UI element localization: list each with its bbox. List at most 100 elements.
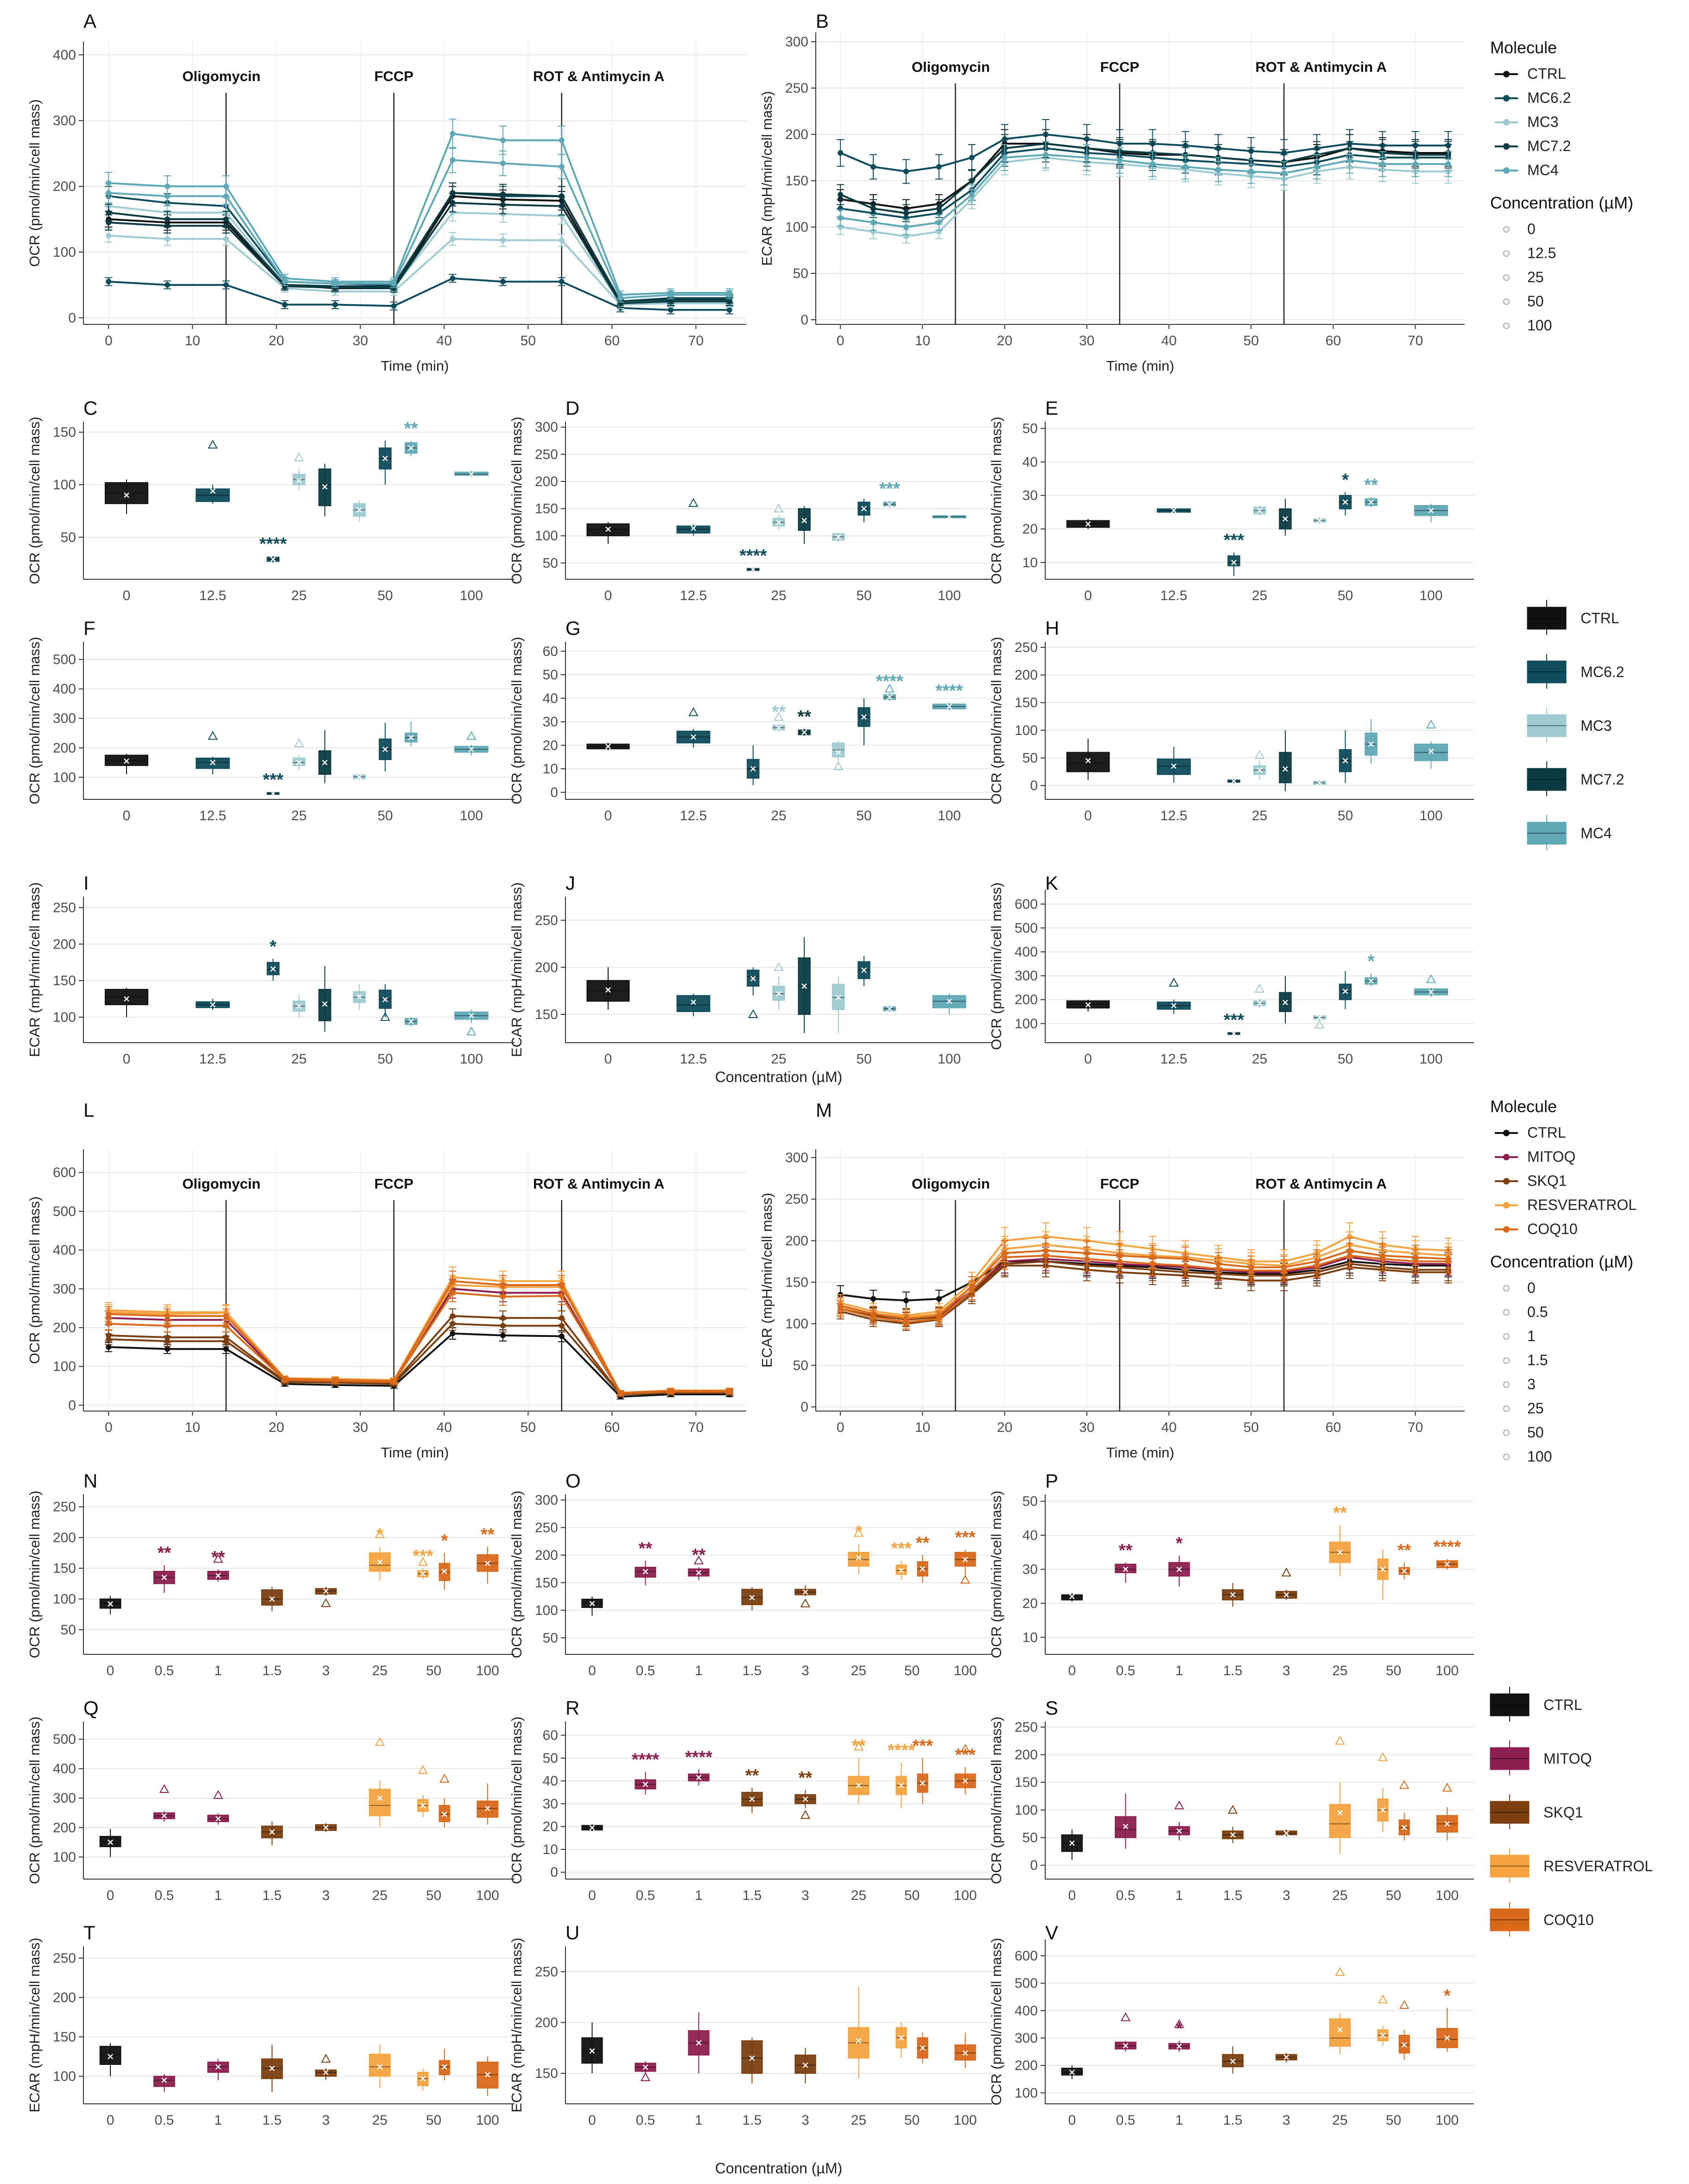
data-point bbox=[726, 292, 732, 298]
x-tick-label: 20 bbox=[997, 1420, 1012, 1435]
mean-marker bbox=[749, 2055, 755, 2061]
outlier-point bbox=[693, 1555, 704, 1564]
box-mitoq bbox=[1168, 1562, 1190, 1577]
x-tick-label: 50 bbox=[377, 1051, 393, 1067]
outlier-point bbox=[375, 1529, 385, 1538]
outlier-point bbox=[884, 684, 895, 693]
y-axis-label: OCR (pmol/min/cell mass) bbox=[988, 1938, 1004, 2106]
mean-marker bbox=[835, 534, 841, 540]
mean-marker bbox=[408, 445, 414, 451]
x-tick-label: 0 bbox=[1084, 808, 1092, 823]
significance-label: *** bbox=[879, 479, 900, 499]
outlier-point bbox=[1254, 983, 1265, 993]
x-tick-label: 0 bbox=[1084, 1051, 1092, 1067]
y-axis-label: OCR (pmol/min/cell mass) bbox=[988, 637, 1004, 804]
outlier-point bbox=[418, 1557, 428, 1566]
significance-label: *** bbox=[1224, 1010, 1245, 1030]
data-point bbox=[969, 178, 975, 184]
y-tick-label: 200 bbox=[53, 1320, 76, 1336]
data-point bbox=[500, 137, 506, 143]
box-mc6.2 bbox=[1227, 555, 1240, 567]
legend-item: 100 bbox=[1527, 1448, 1552, 1465]
significance-label: **** bbox=[632, 1750, 659, 1769]
x-tick-label: 50 bbox=[856, 808, 871, 823]
x-tick-label: 30 bbox=[1079, 333, 1094, 348]
x-tick-label: 0.5 bbox=[155, 2113, 174, 2128]
legend-title: Molecule bbox=[1490, 1097, 1557, 1116]
data-point bbox=[223, 236, 229, 242]
panel-F: 100 200 300 400 500 OCR (pmol/min/cell mass) 0… bbox=[26, 637, 514, 823]
mean-marker bbox=[887, 694, 893, 700]
mean-marker bbox=[1401, 1568, 1407, 1574]
data-point bbox=[1084, 155, 1090, 160]
data-point bbox=[450, 209, 456, 215]
panel-label-u: U bbox=[565, 1922, 579, 1943]
panel-I: 100 150 200 250 ECAR (mpH/min/cell mass) 0 12.… bbox=[26, 882, 514, 1067]
outlier-point bbox=[213, 1790, 223, 1799]
mean-marker bbox=[962, 1778, 968, 1784]
significance-label: *** bbox=[263, 770, 284, 790]
legend-top: Molecule CTRL MC6.2 MC3 MC7.2 MC4 Concentratio… bbox=[1490, 38, 1633, 334]
outlier-point bbox=[774, 962, 784, 971]
y-tick-label: 30 bbox=[1022, 1562, 1038, 1577]
data-point bbox=[332, 281, 338, 287]
mean-marker bbox=[1123, 1823, 1129, 1829]
outlier-point bbox=[1174, 1800, 1184, 1810]
outlier-point bbox=[321, 2054, 331, 2063]
box-resveratrol bbox=[848, 1551, 870, 1567]
outlier-point bbox=[853, 1528, 864, 1537]
y-tick-label: 150 bbox=[785, 173, 808, 189]
legend-dot bbox=[1503, 167, 1510, 174]
x-tick-label: 100 bbox=[460, 588, 483, 603]
x-tick-label: 50 bbox=[904, 1663, 920, 1678]
mean-marker bbox=[382, 997, 388, 1002]
data-point bbox=[1412, 161, 1418, 167]
y-tick-label: 100 bbox=[53, 2069, 76, 2084]
box-mc6.2 bbox=[196, 488, 230, 502]
mean-marker bbox=[861, 967, 867, 973]
y-tick-label: 200 bbox=[1015, 1747, 1038, 1763]
mean-marker bbox=[589, 2048, 595, 2054]
x-tick-label: 50 bbox=[1386, 1663, 1401, 1678]
data-point bbox=[559, 193, 565, 199]
y-tick-label: 40 bbox=[1022, 455, 1038, 470]
data-point bbox=[1117, 1259, 1123, 1265]
outlier-point bbox=[1378, 1994, 1388, 2004]
data-point bbox=[165, 1323, 171, 1329]
panel-label-i: I bbox=[83, 872, 89, 894]
legend-title: Molecule bbox=[1490, 38, 1557, 57]
box-mc3 bbox=[832, 742, 845, 758]
significance-label: ** bbox=[481, 1525, 495, 1545]
outlier-point bbox=[800, 1598, 811, 1608]
outlier-point bbox=[466, 1026, 476, 1036]
x-tick-label: 50 bbox=[1338, 588, 1353, 603]
mean-marker bbox=[1444, 2035, 1450, 2041]
x-tick-label: 100 bbox=[938, 588, 961, 603]
y-tick-label: 150 bbox=[535, 1007, 558, 1022]
x-tick-label: 0 bbox=[604, 808, 612, 823]
x-tick-label: 1.5 bbox=[1223, 2113, 1243, 2128]
x-tick-label: 25 bbox=[1332, 2113, 1347, 2128]
data-point bbox=[559, 279, 565, 285]
x-tick-label: 50 bbox=[1244, 333, 1259, 348]
y-tick-label: 200 bbox=[53, 937, 76, 952]
legend-shape bbox=[1503, 1309, 1510, 1316]
mean-marker bbox=[946, 998, 952, 1004]
mean-marker bbox=[1283, 766, 1288, 772]
mean-marker bbox=[861, 506, 867, 512]
panel-C: 50 100 150 OCR (pmol/min/cell mass) 0 12.5 25 5… bbox=[26, 417, 514, 603]
x-tick-label: 0.5 bbox=[155, 1888, 174, 1903]
y-tick-label: 400 bbox=[1015, 944, 1038, 960]
x-tick-label: 60 bbox=[1326, 1420, 1341, 1435]
x-tick-label: 25 bbox=[372, 1888, 387, 1903]
legend-item: COQ10 bbox=[1543, 1912, 1594, 1928]
y-tick-label: 150 bbox=[53, 425, 76, 440]
data-point bbox=[106, 209, 112, 215]
data-point bbox=[559, 203, 565, 209]
x-tick-label: 50 bbox=[1244, 1420, 1259, 1435]
x-tick-label: 12.5 bbox=[199, 1051, 226, 1067]
legend-item: RESVERATROL bbox=[1543, 1858, 1653, 1874]
mean-marker bbox=[377, 1795, 383, 1801]
